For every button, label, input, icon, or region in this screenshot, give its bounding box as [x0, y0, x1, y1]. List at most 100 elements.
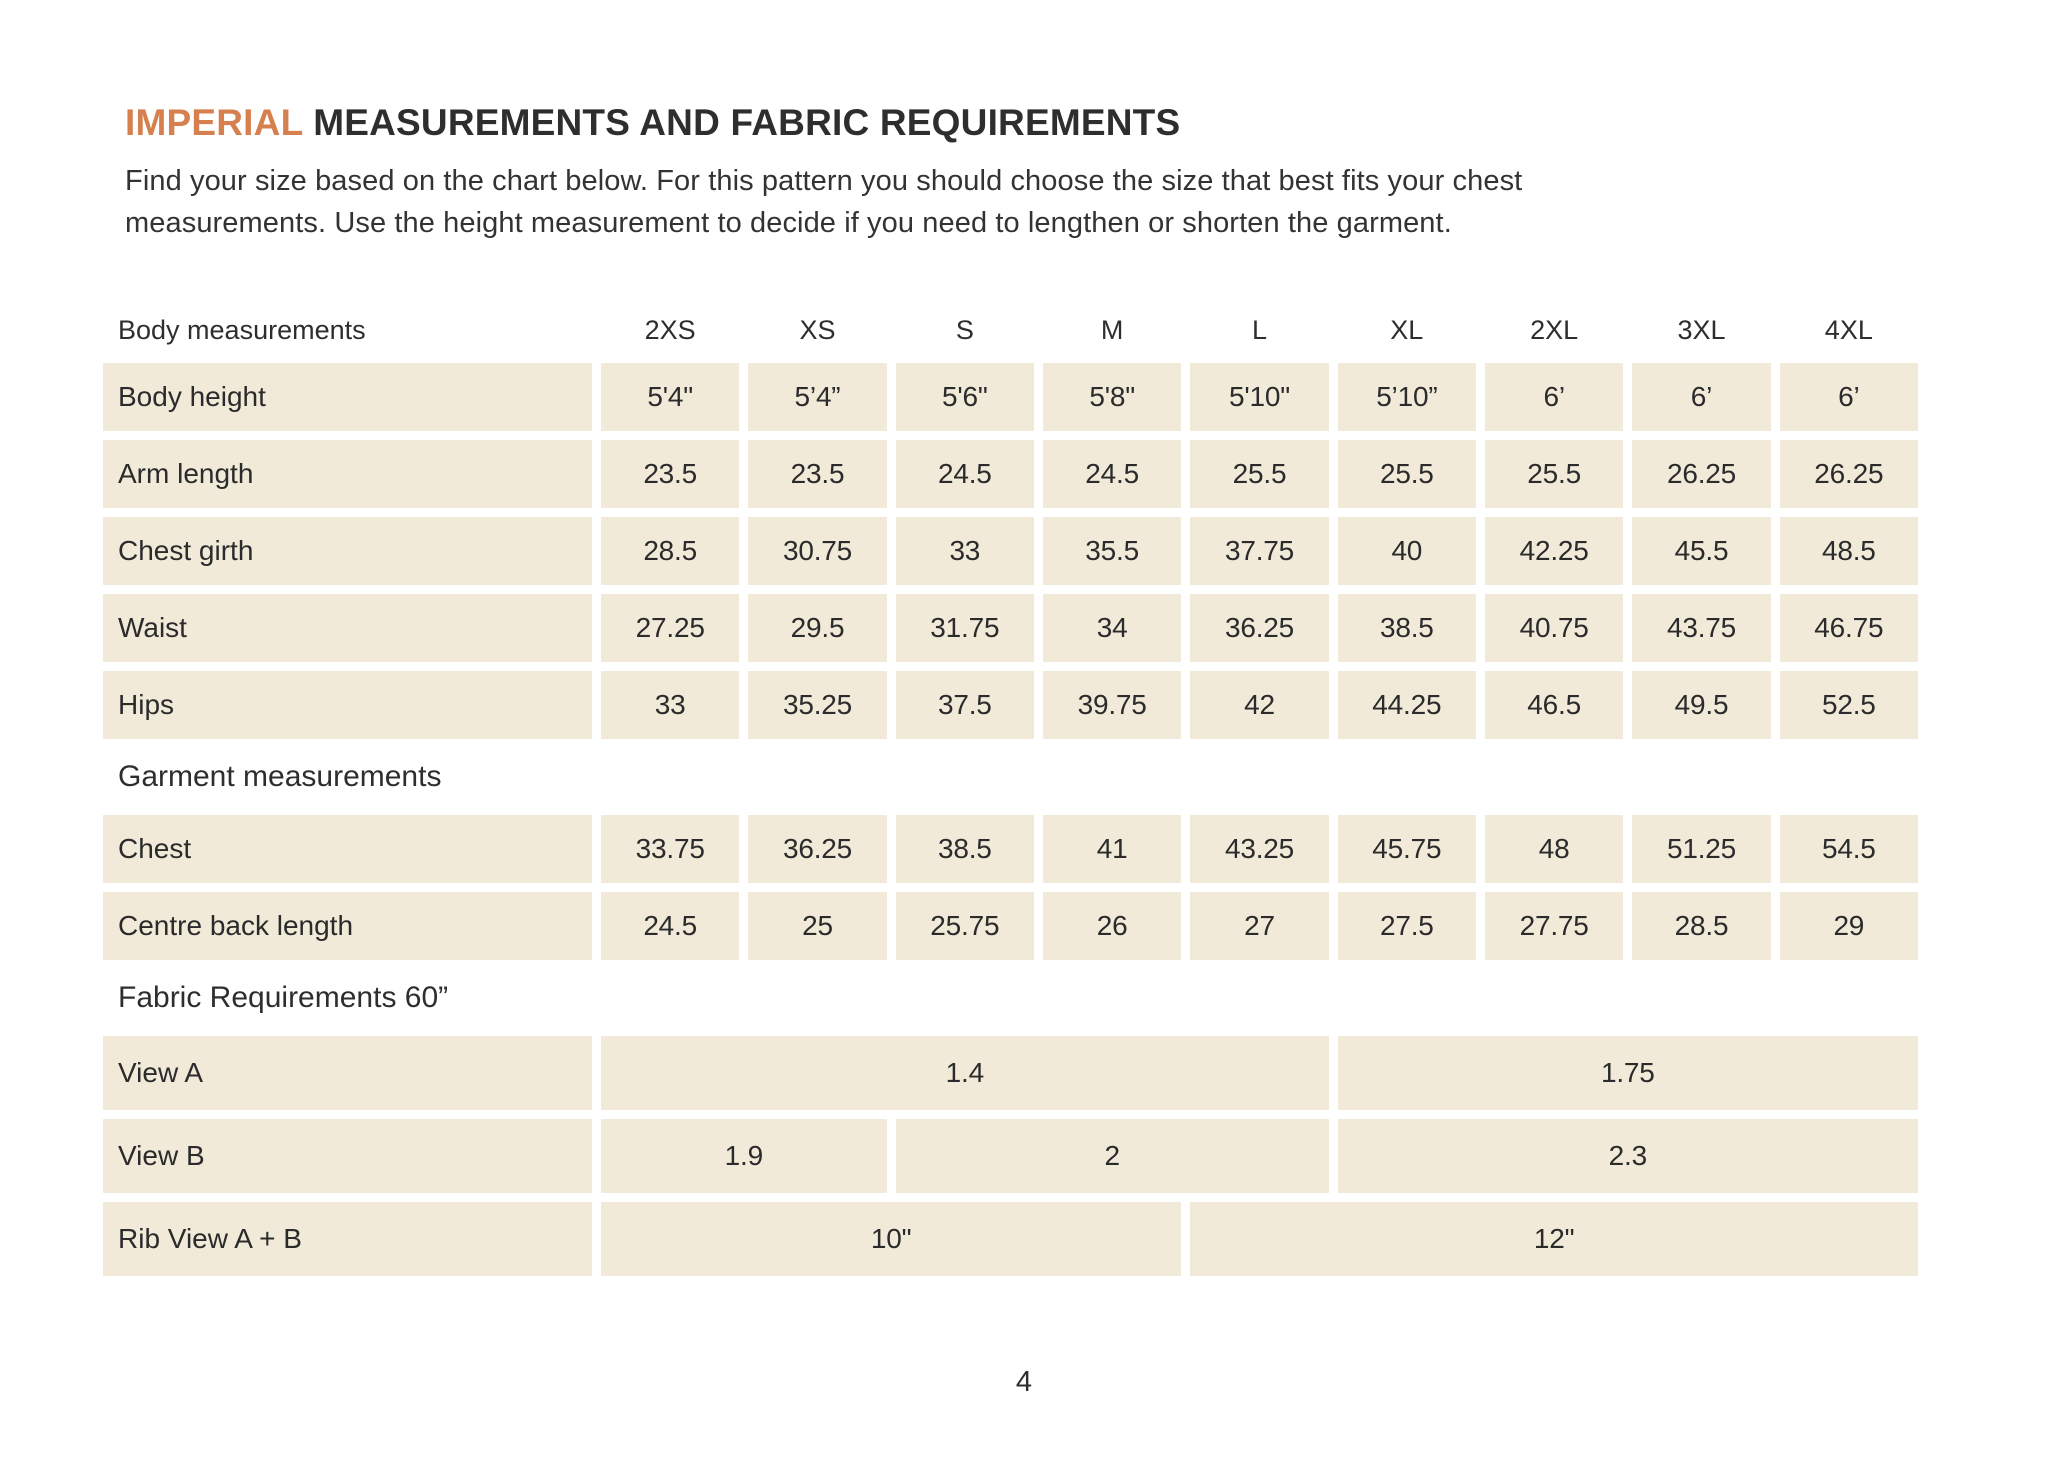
row-label: Arm length — [103, 440, 592, 508]
measurement-cell: 40 — [1337, 517, 1476, 585]
row-label: Rib View A + B — [103, 1202, 592, 1276]
measurement-cell: 24.5 — [1042, 440, 1182, 508]
measurement-cell: 45.75 — [1337, 815, 1476, 883]
page-title-highlight: IMPERIAL — [125, 102, 303, 143]
column-header-size: 3XL — [1677, 314, 1726, 345]
measurement-cell: 27.5 — [1337, 892, 1476, 960]
intro-line: measurements. Use the height measurement… — [125, 207, 1452, 239]
measurement-cell: 37.75 — [1190, 517, 1329, 585]
intro-line: Find your size based on the chart below.… — [125, 165, 1523, 197]
measurement-cell: 33 — [895, 517, 1034, 585]
measurement-cell: 5'10" — [1190, 363, 1329, 431]
measurement-cell: 24.5 — [895, 440, 1034, 508]
column-header-label: Body measurements — [118, 314, 366, 345]
measurement-cell: 27.75 — [1484, 892, 1624, 960]
measurement-cell: 6’ — [1779, 363, 1918, 431]
measurement-cell: 25.5 — [1190, 440, 1329, 508]
measurement-cell: 26 — [1042, 892, 1182, 960]
measurement-cell: 6’ — [1484, 363, 1624, 431]
row-label: View B — [103, 1119, 592, 1193]
page-title: IMPERIAL MEASUREMENTS AND FABRIC REQUIRE… — [125, 102, 2048, 144]
section-header-garment: Garment measurements — [103, 748, 1918, 806]
measurement-cell: 36.25 — [1190, 594, 1329, 662]
measurement-cell: 6’ — [1632, 363, 1771, 431]
measurement-cell: 44.25 — [1337, 671, 1476, 739]
measurement-cell: 25.5 — [1484, 440, 1624, 508]
measurement-cell: 35.25 — [748, 671, 887, 739]
column-header-size: 4XL — [1824, 314, 1873, 345]
row-label: Hips — [103, 671, 592, 739]
column-header-size: L — [1251, 314, 1267, 345]
measurement-cell: 39.75 — [1042, 671, 1182, 739]
measurement-cell: 43.25 — [1190, 815, 1329, 883]
measurement-cell: 29.5 — [748, 594, 887, 662]
measurement-cell: 45.5 — [1632, 517, 1771, 585]
measurement-cell: 26.25 — [1779, 440, 1918, 508]
column-header-size: 2XS — [644, 314, 696, 345]
measurement-cell: 43.75 — [1632, 594, 1771, 662]
measurement-cell: 24.5 — [601, 892, 740, 960]
measurement-cell: 27.25 — [601, 594, 740, 662]
measurement-cell: 33 — [601, 671, 740, 739]
fabric-requirement-cell: 10" — [601, 1202, 1182, 1276]
measurement-cell: 36.25 — [748, 815, 887, 883]
fabric-requirement-cell: 1.75 — [1337, 1036, 1918, 1110]
measurement-cell: 5’4” — [748, 363, 887, 431]
measurement-cell: 5'8" — [1042, 363, 1182, 431]
measurement-cell: 33.75 — [601, 815, 740, 883]
measurement-cell: 5'4" — [601, 363, 740, 431]
measurement-cell: 5'6" — [895, 363, 1034, 431]
section-header-fabric: Fabric Requirements 60” — [103, 969, 1918, 1027]
measurement-cell: 23.5 — [601, 440, 740, 508]
row-label: View A — [103, 1036, 592, 1110]
measurement-cell: 37.5 — [895, 671, 1034, 739]
measurement-cell: 52.5 — [1779, 671, 1918, 739]
measurement-cell: 29 — [1779, 892, 1918, 960]
measurement-cell: 25.75 — [895, 892, 1034, 960]
measurement-cell: 48 — [1484, 815, 1624, 883]
measurement-cell: 40.75 — [1484, 594, 1624, 662]
row-label: Chest girth — [103, 517, 592, 585]
measurement-cell: 54.5 — [1779, 815, 1918, 883]
measurement-cell: 41 — [1042, 815, 1182, 883]
intro-paragraph: Find your size based on the chart below.… — [125, 160, 2048, 244]
measurement-cell: 28.5 — [1632, 892, 1771, 960]
measurement-cell: 49.5 — [1632, 671, 1771, 739]
fabric-requirement-cell: 2 — [895, 1119, 1329, 1193]
measurement-cell: 48.5 — [1779, 517, 1918, 585]
column-header-size: M — [1100, 314, 1124, 345]
column-header-size: XL — [1390, 314, 1424, 345]
measurement-cell: 38.5 — [895, 815, 1034, 883]
measurement-cell: 38.5 — [1337, 594, 1476, 662]
measurement-cell: 27 — [1190, 892, 1329, 960]
page-title-rest: MEASUREMENTS AND FABRIC REQUIREMENTS — [302, 102, 1181, 143]
measurement-cell: 42.25 — [1484, 517, 1624, 585]
measurement-cell: 46.75 — [1779, 594, 1918, 662]
column-header-size: S — [955, 314, 974, 345]
fabric-requirement-cell: 2.3 — [1337, 1119, 1918, 1193]
measurement-cell: 26.25 — [1632, 440, 1771, 508]
size-table: Body measurements 2XS XS S M L XL 2XL 3XL 4XL Body… — [103, 306, 1918, 1276]
measurement-cell: 25.5 — [1337, 440, 1476, 508]
measurement-cell: 35.5 — [1042, 517, 1182, 585]
column-header-size: 2XL — [1530, 314, 1579, 345]
fabric-requirement-cell: 1.9 — [601, 1119, 887, 1193]
row-label: Body height — [103, 363, 592, 431]
measurement-cell: 5’10” — [1337, 363, 1476, 431]
fabric-requirement-cell: 12" — [1190, 1202, 1918, 1276]
row-label: Waist — [103, 594, 592, 662]
measurement-cell: 31.75 — [895, 594, 1034, 662]
page-number: 4 — [1015, 1366, 1033, 1398]
measurement-cell: 28.5 — [601, 517, 740, 585]
measurement-cell: 51.25 — [1632, 815, 1771, 883]
measurement-cell: 46.5 — [1484, 671, 1624, 739]
measurement-cell: 30.75 — [748, 517, 887, 585]
measurement-cell: 25 — [748, 892, 887, 960]
column-header-size: XS — [799, 314, 836, 345]
fabric-requirement-cell: 1.4 — [601, 1036, 1329, 1110]
row-label: Chest — [103, 815, 592, 883]
measurement-cell: 42 — [1190, 671, 1329, 739]
measurement-cell: 23.5 — [748, 440, 887, 508]
measurement-cell: 34 — [1042, 594, 1182, 662]
